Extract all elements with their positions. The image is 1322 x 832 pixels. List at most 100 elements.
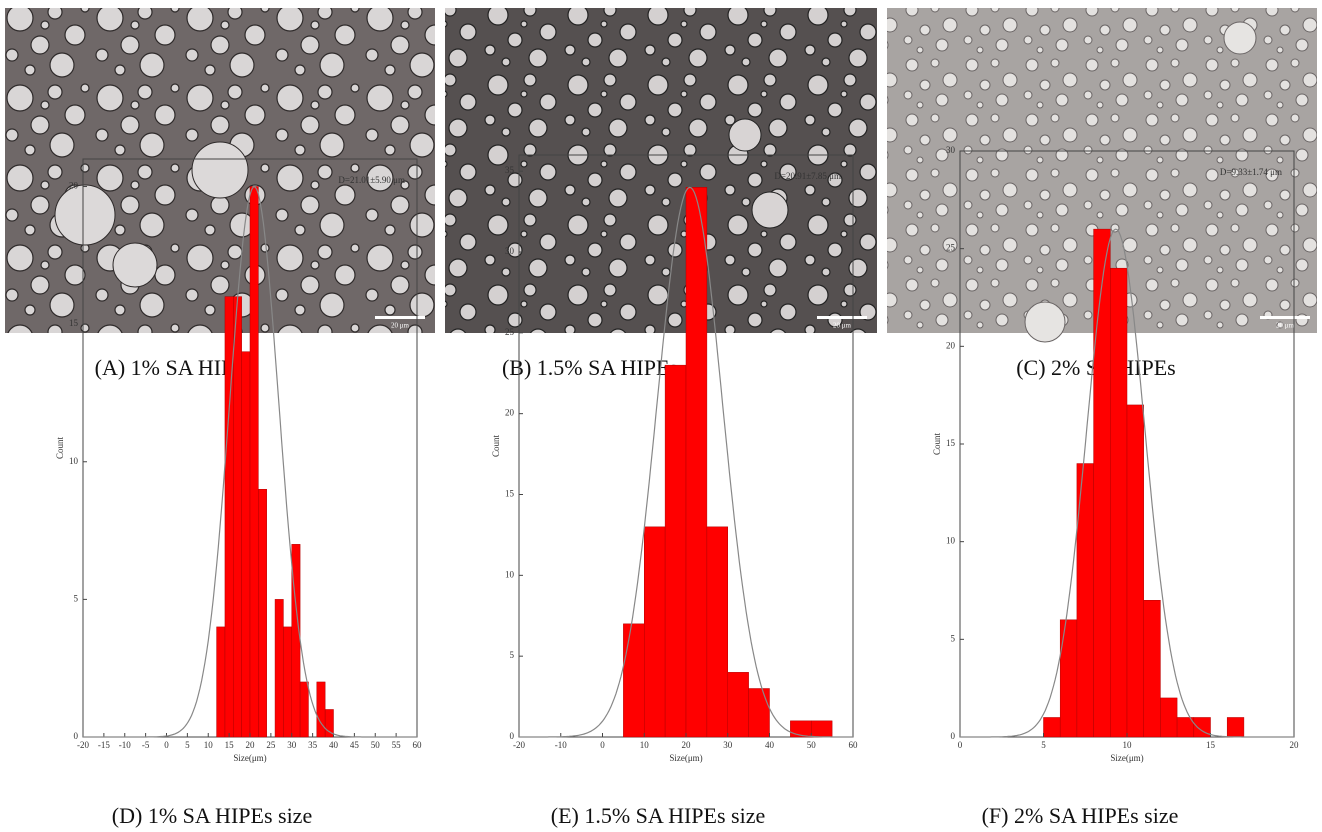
bar xyxy=(274,599,284,738)
x-tick-label: 40 xyxy=(765,740,775,750)
caption: (F) 2% SA HIPEs size xyxy=(982,803,1179,828)
y-tick-label: 25 xyxy=(505,327,515,337)
bar xyxy=(1093,228,1111,738)
bar xyxy=(790,720,812,738)
caption: (E) 1.5% SA HIPEs size xyxy=(551,803,765,828)
y-tick-label: 5 xyxy=(74,593,79,603)
y-tick-label: 30 xyxy=(505,246,515,256)
bar xyxy=(664,364,687,738)
y-tick-label: 25 xyxy=(946,243,956,253)
x-tick-label: 20 xyxy=(1290,740,1300,750)
x-tick-label: 0 xyxy=(958,740,963,750)
annotation: D=20.91±7.85 μm xyxy=(774,171,841,181)
y-tick-label: 10 xyxy=(69,456,79,466)
y-axis-label: Count xyxy=(491,435,501,458)
bar xyxy=(727,672,749,738)
y-tick-label: 5 xyxy=(951,633,956,643)
x-tick-label: 35 xyxy=(308,740,318,750)
annotation: D=21.01±5.90 μm xyxy=(338,175,405,185)
y-tick-label: 10 xyxy=(946,536,956,546)
bar xyxy=(283,626,292,738)
bar xyxy=(748,688,770,738)
x-tick-label: 15 xyxy=(225,740,235,750)
fit-curve xyxy=(83,186,417,738)
y-axis-label: Count xyxy=(55,437,65,460)
bar xyxy=(623,623,645,738)
x-tick-label: 15 xyxy=(1206,740,1216,750)
bar xyxy=(1110,267,1128,738)
bar xyxy=(316,681,326,738)
x-tick-label: 60 xyxy=(413,740,423,750)
x-tick-label: 10 xyxy=(640,740,650,750)
x-tick-label: 0 xyxy=(164,740,169,750)
micrograph-b: 20 μm xyxy=(445,8,877,333)
bar xyxy=(685,187,708,738)
x-axis-label: Size(μm) xyxy=(1110,753,1143,763)
x-tick-label: 50 xyxy=(371,740,381,750)
bar xyxy=(1043,717,1061,738)
y-tick-label: 35 xyxy=(505,165,515,175)
x-tick-label: -20 xyxy=(513,740,525,750)
y-tick-label: 0 xyxy=(951,731,956,741)
bar xyxy=(299,681,309,738)
x-tick-label: 55 xyxy=(392,740,402,750)
bar xyxy=(1143,600,1161,738)
x-tick-label: -5 xyxy=(142,740,150,750)
y-tick-label: 15 xyxy=(946,438,956,448)
x-tick-label: -10 xyxy=(119,740,131,750)
x-tick-label: -15 xyxy=(98,740,110,750)
y-tick-label: 20 xyxy=(946,340,956,350)
y-tick-label: 20 xyxy=(69,181,79,191)
fit-curve xyxy=(519,186,853,738)
bar xyxy=(241,351,251,738)
caption: (B) 1.5% SA HIPEs xyxy=(502,355,678,380)
caption: (D) 1% SA HIPEs size xyxy=(112,803,312,828)
bar xyxy=(1226,717,1245,738)
x-tick-label: -20 xyxy=(77,740,89,750)
y-tick-label: 5 xyxy=(510,650,515,660)
x-tick-label: 5 xyxy=(185,740,190,750)
x-tick-label: 30 xyxy=(287,740,297,750)
bar xyxy=(1126,404,1144,738)
bar xyxy=(1160,697,1178,738)
bar xyxy=(644,526,666,738)
bar xyxy=(706,526,728,738)
micrograph-a: 20 μm xyxy=(5,8,435,333)
fit-curve xyxy=(960,228,1294,738)
x-tick-label: 40 xyxy=(329,740,339,750)
annotation: D=9.33±1.74 μm xyxy=(1220,167,1282,177)
bar xyxy=(216,626,226,738)
x-tick-label: 25 xyxy=(266,740,276,750)
x-axis-label: Size(μm) xyxy=(233,753,266,763)
x-tick-label: 10 xyxy=(204,740,214,750)
x-tick-label: 45 xyxy=(350,740,360,750)
scale-bar-label: 20 μm xyxy=(1276,322,1295,330)
bar xyxy=(1059,619,1078,738)
x-tick-label: 60 xyxy=(849,740,859,750)
x-tick-label: -10 xyxy=(555,740,567,750)
scale-bar-label: 20 μm xyxy=(391,322,410,330)
y-tick-label: 20 xyxy=(505,408,515,418)
x-tick-label: 0 xyxy=(600,740,605,750)
x-tick-label: 30 xyxy=(723,740,733,750)
y-axis-label: Count xyxy=(932,433,942,456)
y-tick-label: 0 xyxy=(74,731,79,741)
x-tick-label: 20 xyxy=(246,740,256,750)
y-tick-label: 15 xyxy=(69,318,79,328)
bar xyxy=(233,296,242,738)
y-tick-label: 10 xyxy=(505,569,515,579)
x-tick-label: 20 xyxy=(682,740,692,750)
x-tick-label: 50 xyxy=(807,740,817,750)
scale-bar-label: 20 μm xyxy=(833,322,852,330)
x-tick-label: 10 xyxy=(1123,740,1133,750)
bar xyxy=(324,709,334,738)
y-tick-label: 0 xyxy=(510,731,515,741)
x-axis-label: Size(μm) xyxy=(669,753,702,763)
bar xyxy=(811,720,833,738)
bar xyxy=(249,186,259,738)
y-tick-label: 15 xyxy=(505,489,515,499)
y-tick-label: 30 xyxy=(946,145,956,155)
bar xyxy=(1193,717,1211,738)
bar xyxy=(258,489,267,738)
